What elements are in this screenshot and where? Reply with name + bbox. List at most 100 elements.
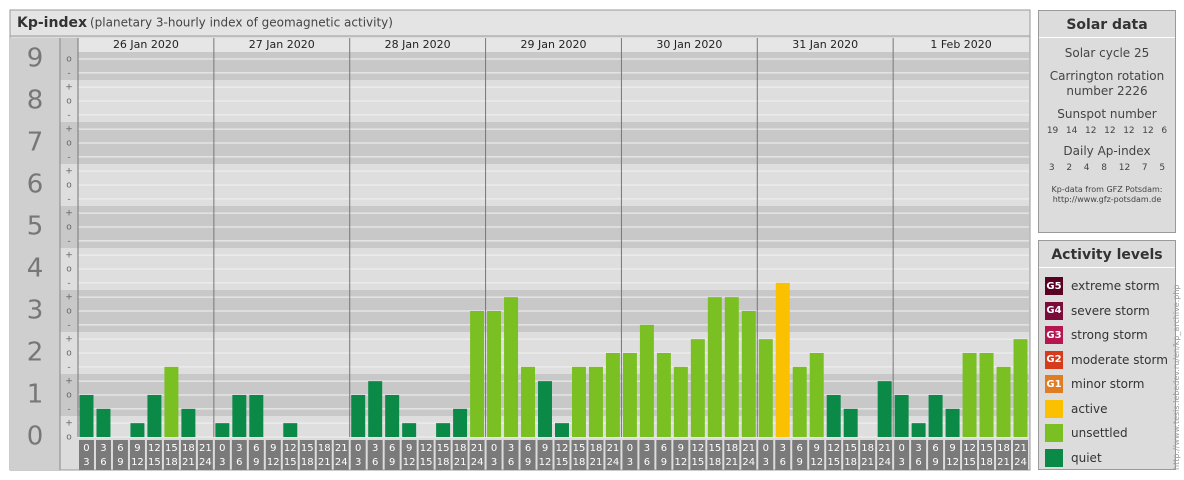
date-header [485,38,622,52]
level-item: quiet [1039,446,1175,471]
hour-end: 15 [827,457,840,468]
hour-end: 18 [165,457,178,468]
sunspot-value: 12 [1142,126,1154,136]
hour-end: 21 [182,457,195,468]
hour-start: 12 [827,443,840,454]
hour-start: 6 [389,443,395,454]
y-minor-tick-label: o [66,55,72,65]
hour-cell [758,440,774,470]
hour-cell [146,440,162,470]
bar [96,408,111,437]
hour-cell [95,440,111,470]
y-tick-label: 4 [27,254,44,284]
date-label: 29 Jan 2020 [521,38,587,51]
hour-start: 21 [199,443,212,454]
hour-cell [316,440,332,470]
hour-end: 24 [878,457,891,468]
bar [656,353,671,437]
hour-start: 12 [691,443,704,454]
hour-cell [452,440,468,470]
hour-end: 3 [763,457,769,468]
hour-start: 18 [182,443,195,454]
y-minor-tick-label: - [67,320,70,330]
y-minor-tick-label: o [66,97,72,107]
levels-list: G5 extreme storm G4 severe storm G3 strong st… [1039,274,1175,470]
chart-title: Kp-index [17,15,87,31]
hour-cell [79,440,94,470]
y-tick-label: 8 [27,86,44,116]
bar [809,353,824,437]
hour-end: 15 [556,457,569,468]
hour-start: 15 [980,443,993,454]
level-swatch [1045,399,1063,418]
hour-cell [384,440,400,470]
hour-cell [129,440,145,470]
hour-cell [894,440,910,470]
level-label: quiet [1071,450,1102,465]
level-label: minor storm [1071,377,1145,392]
level-swatch: G4 [1045,301,1063,320]
hour-start: 9 [406,443,412,454]
hour-end: 6 [644,457,650,468]
y-minor-tick-label: o [66,349,72,359]
hour-end: 12 [403,457,416,468]
bar [622,353,637,437]
y-minor-tick-label: + [65,335,73,345]
level-label: active [1071,401,1108,416]
bar [588,366,603,437]
hour-cell [843,440,859,470]
level-swatch [1045,424,1063,443]
y-minor-tick-label: o [66,391,72,401]
hour-end: 6 [236,457,242,468]
bar [707,297,722,437]
level-label: strong storm [1071,328,1148,343]
ap-value: 7 [1141,163,1148,173]
source: Kp-data from GFZ Potsdam: http://www.gfz-… [1039,185,1175,205]
bar [385,395,400,437]
date-header [621,38,758,52]
level-swatch: G2 [1045,350,1063,369]
bar [470,311,485,437]
hour-start: 0 [627,443,633,454]
hour-cell [350,440,366,470]
hour-cell [792,440,808,470]
bar [130,423,145,437]
chart-subtitle: (planetary 3-hourly index of geomagnetic… [90,16,393,30]
hour-cell [299,440,315,470]
source-link[interactable]: http://www.tesis.lebedev.ru/en/kp_archiv… [1172,284,1181,471]
hour-cell [996,440,1012,470]
y-tick-label: 7 [27,128,44,158]
sunspot-value: 6 [1161,126,1168,136]
y-tick-label: 3 [27,296,44,326]
level-label: unsettled [1071,426,1128,441]
sunspot-list: 19 14 12 12 12 12 6 [1039,122,1175,136]
hour-end: 9 [389,457,395,468]
hour-cell [503,440,519,470]
sunspot-title: Sunspot number [1057,107,1157,121]
level-label: extreme storm [1071,279,1160,294]
hour-end: 24 [335,457,348,468]
y-minor-tick-label: + [65,419,73,429]
hour-cell [588,440,604,470]
hour-end: 6 [508,457,514,468]
hour-end: 18 [301,457,314,468]
bar [979,353,994,437]
hour-start: 3 [780,443,786,454]
hour-start: 0 [219,443,225,454]
date-header [213,38,350,52]
bar [402,423,417,437]
bar [79,395,94,437]
hour-cell [809,440,825,470]
y-tick-label: 1 [27,380,44,410]
hour-start: 21 [1014,443,1027,454]
hour-start: 6 [932,443,938,454]
y-minor-tick-label: + [65,377,73,387]
hour-end: 21 [861,457,874,468]
source-text: Kp-data from GFZ Potsdam: [1051,185,1163,194]
hour-cell [367,440,383,470]
hour-start: 0 [491,443,497,454]
source-url[interactable]: http://www.gfz-potsdam.de [1052,195,1162,204]
y-minor-tick-label: o [66,433,72,443]
y-tick-label: 2 [27,338,44,368]
bar [538,381,552,437]
